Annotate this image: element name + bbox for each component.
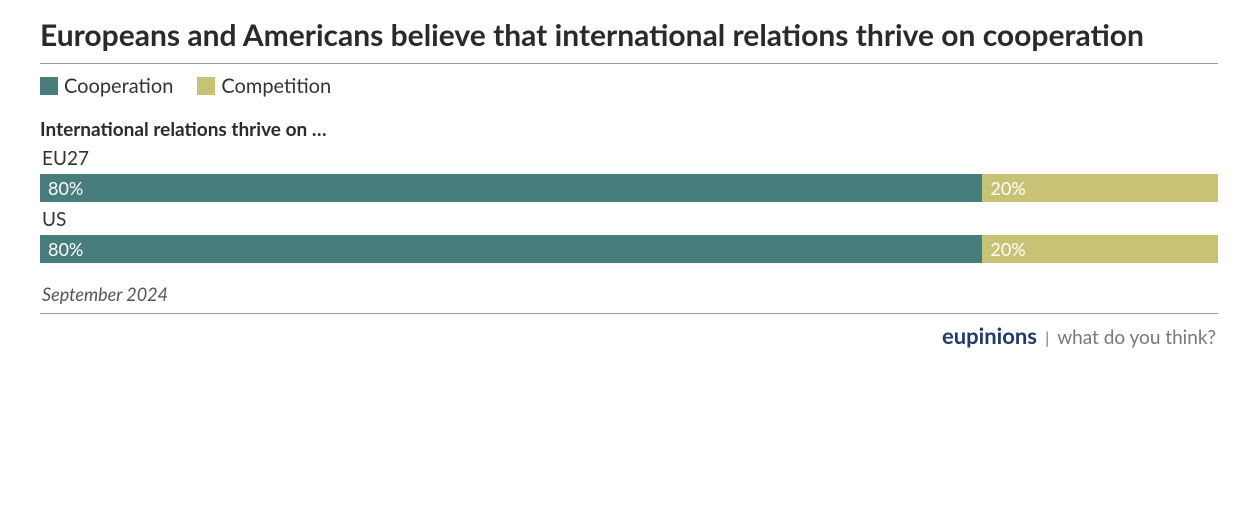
- legend-label: Competition: [221, 74, 331, 98]
- stacked-bar: 80% 20%: [40, 174, 1218, 202]
- bar-segment-cooperation: 80%: [40, 174, 982, 202]
- bar-segment-competition: 20%: [982, 235, 1218, 263]
- bar-segment-cooperation: 80%: [40, 235, 982, 263]
- brand-name: eupinions: [942, 322, 1037, 349]
- chart-title: Europeans and Americans believe that int…: [40, 18, 1218, 53]
- bar-value-label: 20%: [990, 177, 1025, 199]
- bar-value-label: 80%: [48, 177, 83, 199]
- legend-swatch-competition: [197, 77, 215, 95]
- attribution: eupinions | what do you think?: [40, 322, 1218, 349]
- row-label: US: [42, 208, 1218, 231]
- bar-value-label: 20%: [990, 238, 1025, 260]
- chart-subheading: International relations thrive on …: [40, 118, 1218, 141]
- bottom-rule: [40, 313, 1218, 314]
- attribution-separator: |: [1045, 329, 1049, 348]
- row-label: EU27: [42, 147, 1218, 170]
- stacked-bar: 80% 20%: [40, 235, 1218, 263]
- bar-segment-competition: 20%: [982, 174, 1218, 202]
- legend-swatch-cooperation: [40, 77, 58, 95]
- bar-value-label: 80%: [48, 238, 83, 260]
- legend-item-competition: Competition: [197, 74, 331, 98]
- legend-item-cooperation: Cooperation: [40, 74, 173, 98]
- legend: Cooperation Competition: [40, 64, 1218, 104]
- chart-container: Europeans and Americans believe that int…: [0, 0, 1258, 369]
- chart-footnote: September 2024: [42, 283, 1218, 305]
- attribution-tagline: what do you think?: [1057, 326, 1216, 349]
- legend-label: Cooperation: [64, 74, 173, 98]
